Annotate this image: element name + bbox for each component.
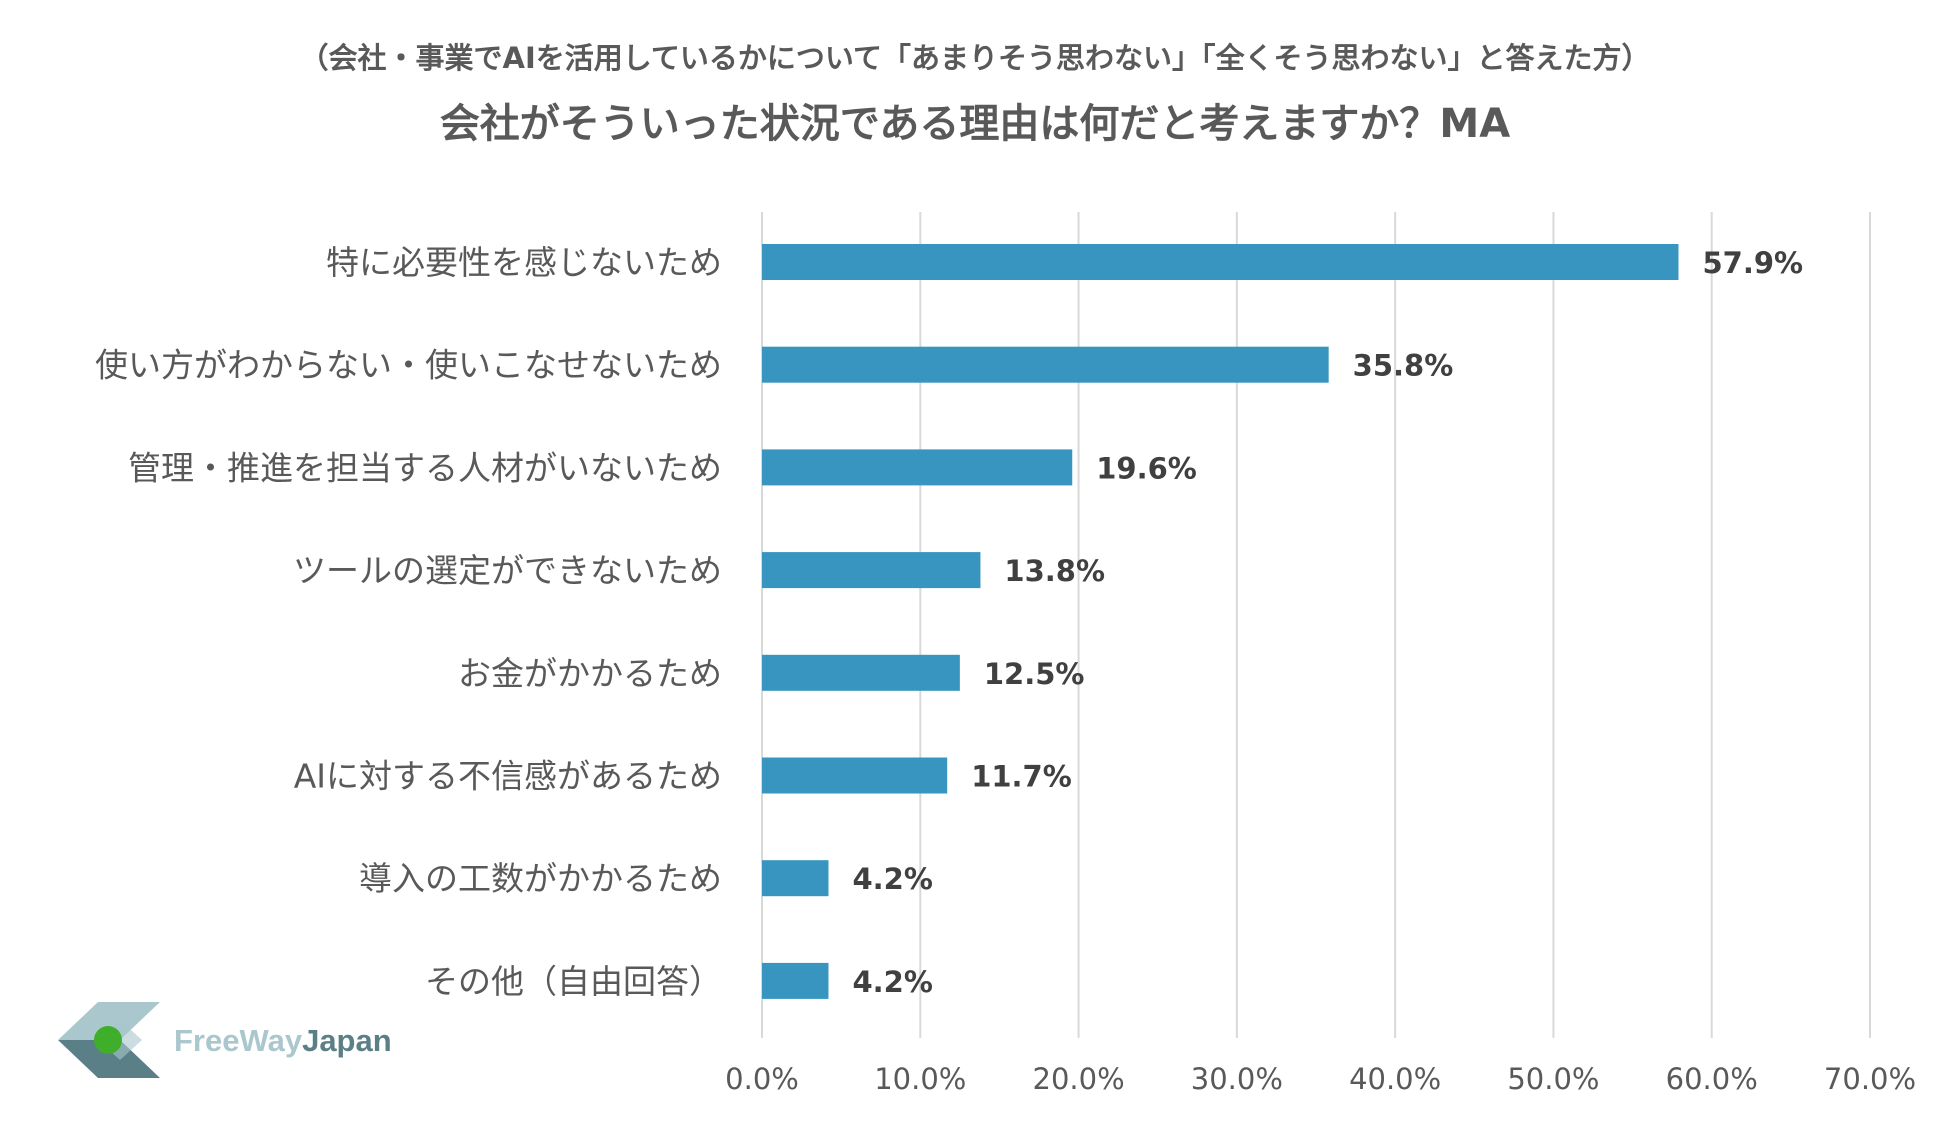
bar xyxy=(762,860,829,897)
category-label: 使い方がわからない・使いこなせないため xyxy=(95,346,722,385)
data-label: 4.2% xyxy=(852,965,932,999)
logo-text-freeway: FreeWay xyxy=(174,1023,303,1058)
logo-text-japan: Japan xyxy=(302,1023,392,1058)
grid-layer xyxy=(761,212,1871,1038)
x-tick-label: 0.0% xyxy=(725,1062,799,1096)
x-tick-label: 40.0% xyxy=(1349,1062,1441,1096)
category-label: 特に必要性を感じないため xyxy=(326,243,722,282)
bar xyxy=(762,962,829,999)
category-label: お金がかかるため xyxy=(458,654,722,693)
data-label: 13.8% xyxy=(1004,554,1105,588)
bar xyxy=(762,757,948,794)
category-label: ツールの選定ができないため xyxy=(293,551,722,590)
logo-text: FreeWayJapan xyxy=(174,1023,392,1058)
bar xyxy=(762,346,1329,383)
freeway-japan-logo: FreeWayJapan xyxy=(58,1002,392,1078)
bar xyxy=(762,244,1679,280)
x-tick-label: 70.0% xyxy=(1824,1062,1916,1096)
x-tick-label: 20.0% xyxy=(1033,1062,1125,1096)
x-tick-label: 30.0% xyxy=(1191,1062,1283,1096)
labels-layer: 特に必要性を感じないため 57.9% 使い方がわからない・使いこなせないため 35.8… xyxy=(95,243,1803,1001)
bar xyxy=(762,449,1073,486)
data-label: 35.8% xyxy=(1353,349,1454,383)
chart-title: 会社がそういった状況である理由は何だと考えますか？MA xyxy=(440,101,1510,147)
category-label: その他（自由回答） xyxy=(425,962,722,1001)
data-label: 12.5% xyxy=(984,657,1085,691)
data-label: 11.7% xyxy=(971,760,1072,794)
bar xyxy=(762,654,960,691)
x-tick-label: 60.0% xyxy=(1666,1062,1758,1096)
ticks-layer: 0.0% 10.0% 20.0% 30.0% 40.0% 50.0% 60.0% 70.0% xyxy=(725,1062,1916,1096)
bar xyxy=(762,552,981,589)
bars-layer xyxy=(762,244,1679,999)
logo-mark-icon xyxy=(58,1002,160,1078)
category-label: AIに対する不信感があるため xyxy=(294,757,722,796)
data-label: 57.9% xyxy=(1702,246,1803,280)
x-tick-label: 50.0% xyxy=(1507,1062,1599,1096)
chart-subtitle: （会社・事業でAIを活用しているかについて「あまりそう思わない」「全くそう思わな… xyxy=(300,41,1651,75)
data-label: 4.2% xyxy=(852,862,932,896)
category-label: 管理・推進を担当する人材がいないため xyxy=(128,448,722,487)
category-label: 導入の工数がかかるため xyxy=(359,859,722,898)
data-label: 19.6% xyxy=(1096,451,1197,485)
x-tick-label: 10.0% xyxy=(874,1062,966,1096)
